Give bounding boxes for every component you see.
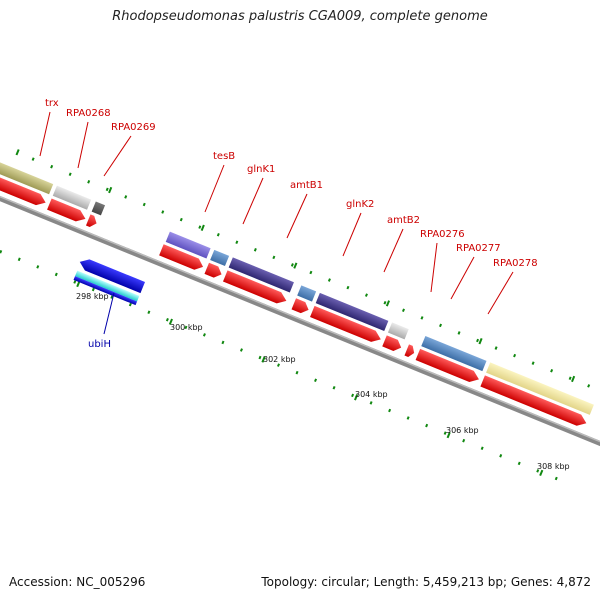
cds-arrow: [85, 214, 97, 228]
gene-label-ubih: ubiH: [88, 339, 111, 350]
cds-arrow: [47, 198, 86, 222]
outer-tick-row: [15, 149, 591, 388]
cds-arrow: [291, 298, 309, 314]
gene-bar-glnk2: [297, 285, 317, 302]
map-title: Rhodopseudomonas palustris CGA009, compl…: [112, 9, 488, 24]
gene-bar-amtb1: [228, 257, 294, 293]
gene-label-glnk2: glnK2: [346, 199, 374, 210]
gene-bar-trx: [0, 145, 54, 195]
reverse-gene-track: [73, 259, 146, 306]
cds-arrow: [310, 305, 381, 342]
cds-arrow: [223, 270, 287, 304]
linear-track: [0, 145, 600, 481]
gene-bar-rpa0269: [91, 201, 106, 216]
genome-backbone: [0, 181, 600, 473]
gene-label-glnk1: glnK1: [247, 164, 275, 175]
inner-tick-row: [0, 249, 558, 481]
label-leaders: [39, 111, 514, 315]
scale-label: 304 kbp: [355, 390, 388, 399]
gene-label-amtb1: amtB1: [290, 180, 323, 191]
accession-text: Accession: NC_005296: [9, 575, 146, 589]
gene-bar-rpa0278: [486, 362, 594, 415]
scale-label: 308 kbp: [537, 462, 570, 471]
cds-arrow: [204, 262, 222, 278]
cds-arrow: [0, 157, 46, 206]
gene-labels: trx RPA0268 RPA0269 tesB glnK1 amtB1 gln…: [45, 98, 538, 350]
gene-label-tesb: tesB: [213, 151, 235, 162]
gene-label-rpa0276: RPA0276: [420, 229, 465, 240]
gene-label-rpa0268: RPA0268: [66, 108, 111, 119]
gene-bar-ubih: [75, 270, 140, 302]
cds-arrow: [404, 344, 415, 358]
gene-bar-amtb2: [315, 292, 389, 332]
gene-bar-rpa0277: [421, 335, 487, 372]
gene-bar-tesb: [165, 231, 211, 259]
ubih-leader: [103, 292, 115, 335]
gene-label-rpa0278: RPA0278: [493, 258, 538, 269]
forward-gene-track: [0, 145, 594, 415]
gene-bar-glnk1: [210, 249, 230, 267]
cds-arrow: [159, 244, 204, 270]
gene-bar-rpa0276: [387, 322, 409, 340]
scale-labels: 298 kbp 300 kbp 302 kbp 304 kbp 306 kbp …: [76, 292, 570, 471]
scale-label: 300 kbp: [170, 323, 203, 332]
genome-summary-text: Topology: circular; Length: 5,459,213 bp…: [261, 575, 591, 589]
scale-label: 306 kbp: [446, 426, 479, 435]
scale-label: 302 kbp: [263, 355, 296, 364]
gene-label-rpa0277: RPA0277: [456, 243, 501, 254]
cds-arrow-reverse: [79, 259, 146, 294]
scale-label: 298 kbp: [76, 292, 109, 301]
gene-label-amtb2: amtB2: [387, 215, 420, 226]
cds-arrow: [382, 335, 402, 351]
gene-label-trx: trx: [45, 98, 59, 109]
forward-cds-track: [0, 157, 587, 426]
gene-label-rpa0269: RPA0269: [111, 122, 156, 133]
cds-arrow: [415, 348, 479, 382]
cds-arrow: [480, 375, 587, 426]
gene-bar-rpa0268: [52, 185, 92, 210]
